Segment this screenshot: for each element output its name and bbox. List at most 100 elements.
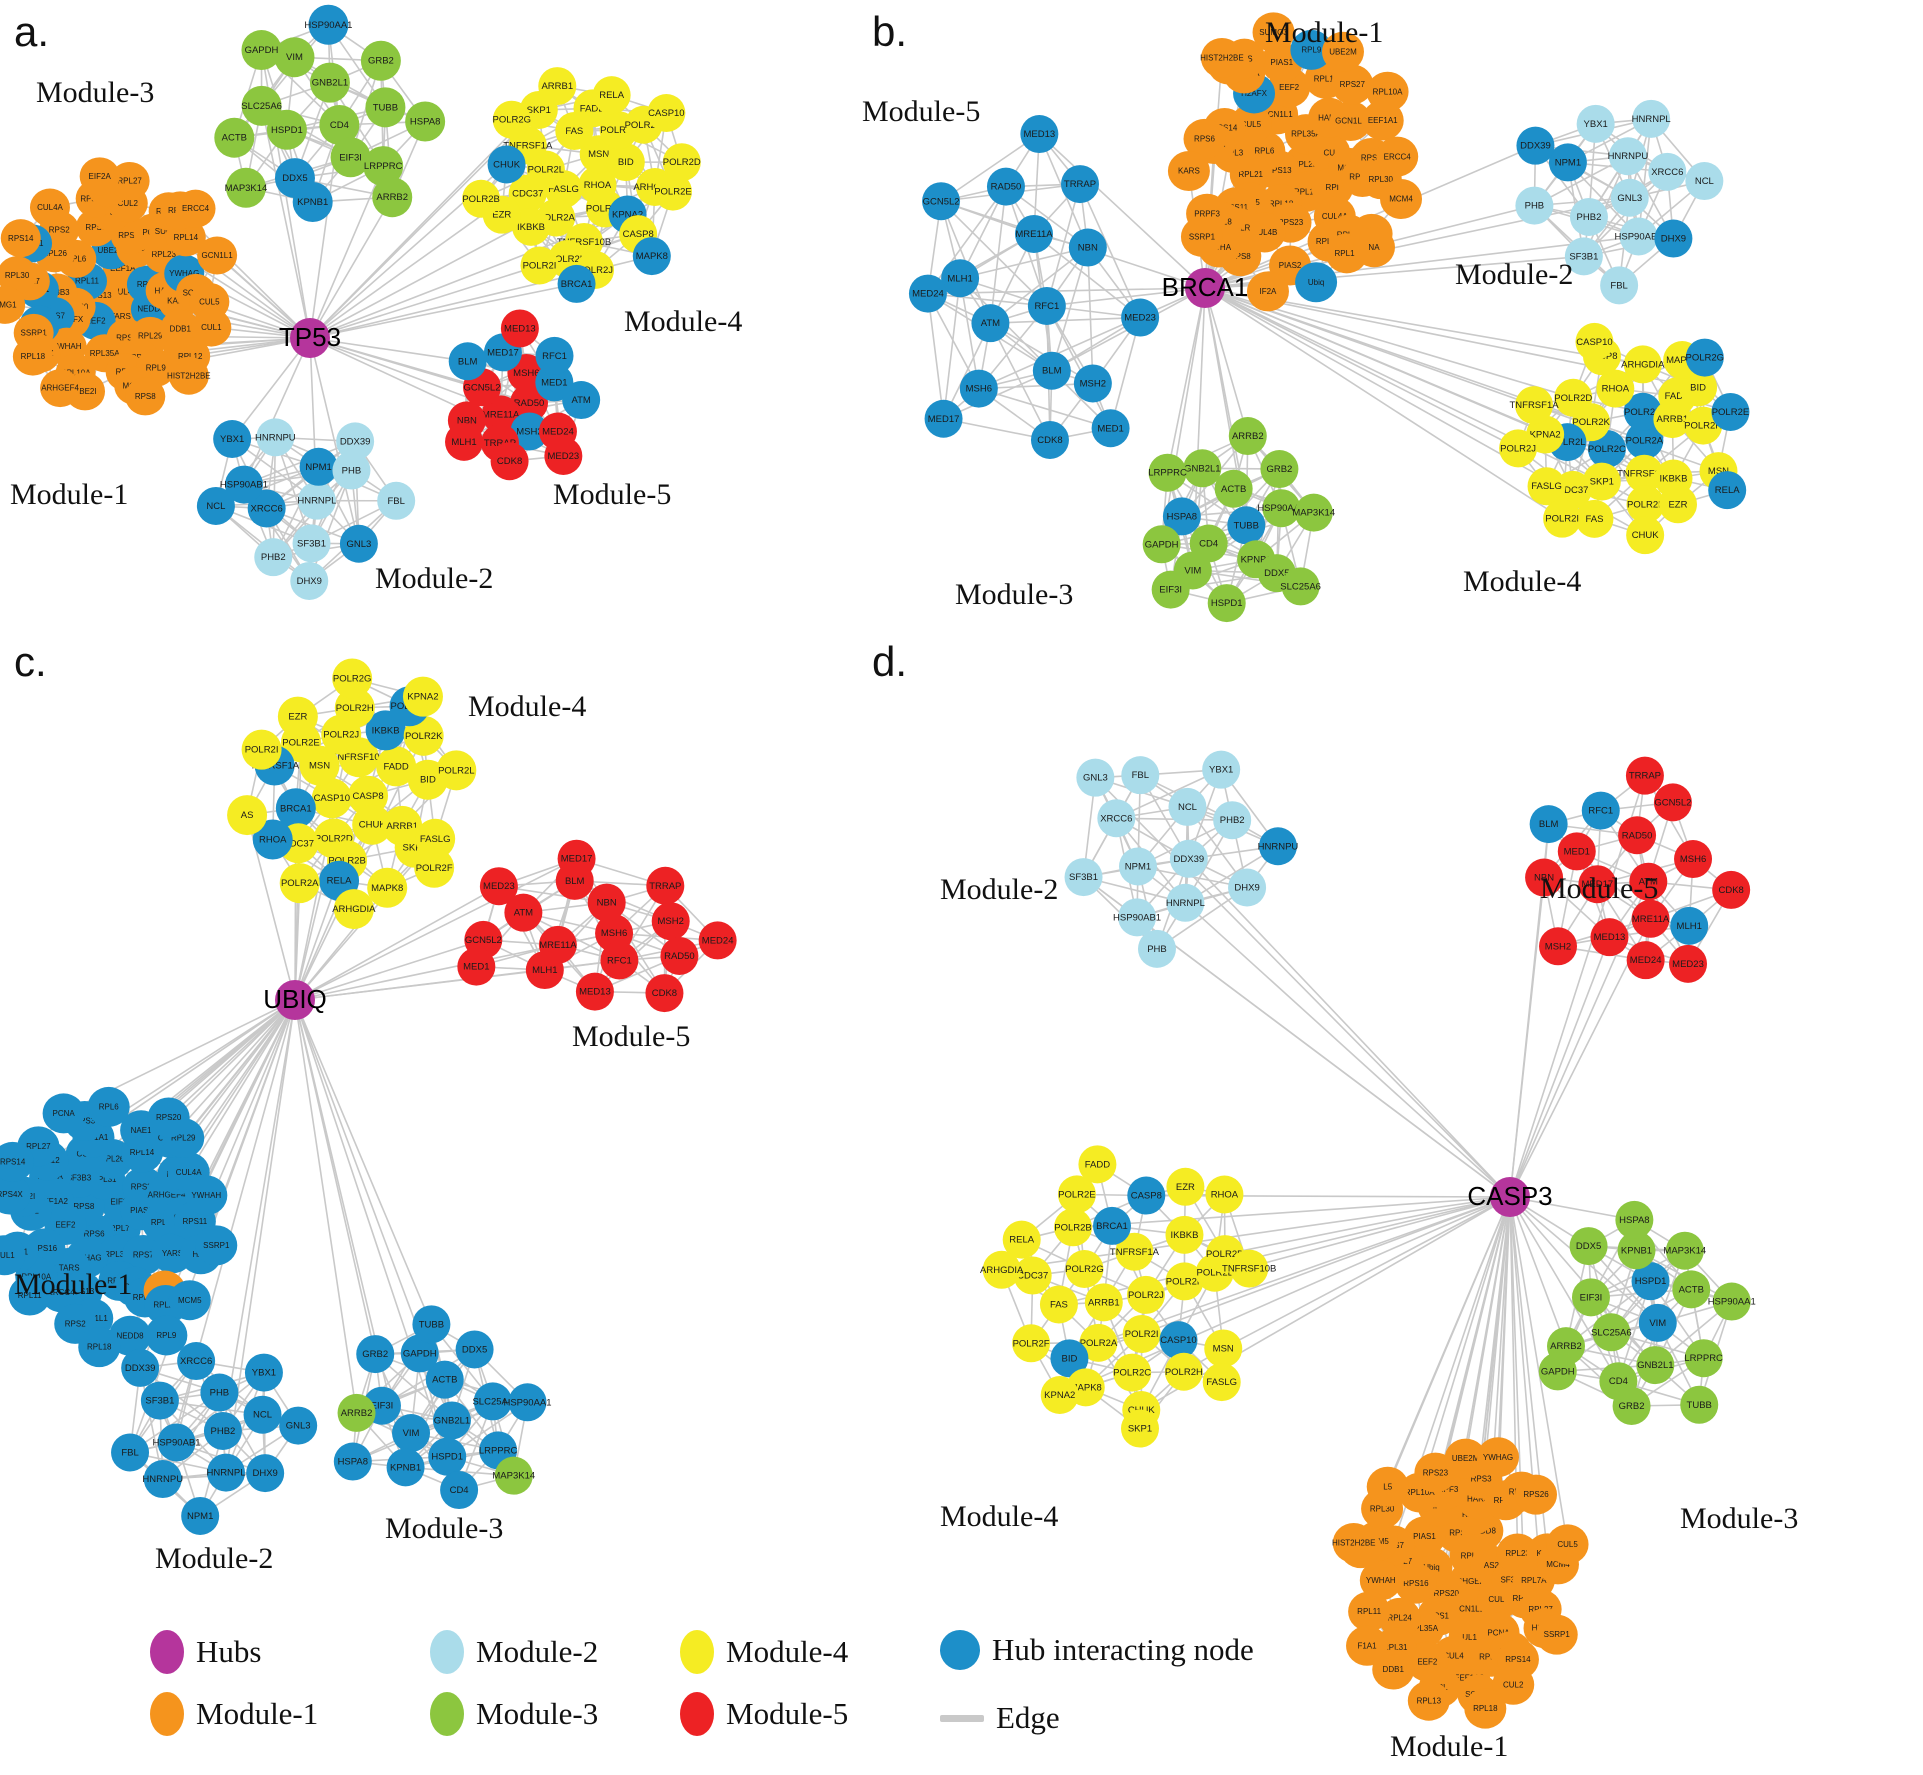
node-MSH2[interactable]: MSH2 xyxy=(651,902,690,941)
node-SF3B1[interactable]: SF3B1 xyxy=(292,524,331,563)
node-KARS[interactable]: KARS xyxy=(1167,151,1210,192)
node-F1A1[interactable]: F1A1 xyxy=(1346,1625,1389,1666)
node-POLR2B[interactable]: POLR2B xyxy=(462,179,501,218)
node-GAPDH[interactable]: GAPDH xyxy=(241,30,282,71)
node-ACTB[interactable]: ACTB xyxy=(1672,1270,1711,1309)
node-GNB2L1[interactable]: GNB2L1 xyxy=(1636,1346,1675,1385)
node-BRCA1[interactable]: BRCA1 xyxy=(557,264,596,303)
node-RPL13[interactable]: RPL13 xyxy=(1407,1680,1450,1721)
node-GNB2L1[interactable]: GNB2L1 xyxy=(432,1401,471,1440)
node-PHB[interactable]: PHB xyxy=(200,1373,239,1412)
node-NBN[interactable]: NBN xyxy=(1068,228,1107,267)
node-MLH1[interactable]: MLH1 xyxy=(445,422,484,461)
node-TUBB[interactable]: TUBB xyxy=(1680,1385,1719,1424)
node-CDK8[interactable]: CDK8 xyxy=(645,974,684,1013)
node-RPL10A[interactable]: RPL10A xyxy=(1366,71,1409,112)
node-RELA[interactable]: RELA xyxy=(1708,471,1747,510)
node-ATM[interactable]: ATM xyxy=(562,381,601,420)
node-POLR2G[interactable]: POLR2G xyxy=(1065,1249,1104,1288)
node-ERCC4[interactable]: ERCC4 xyxy=(1376,136,1419,177)
node-EIF2A[interactable]: EIF2A xyxy=(79,157,120,196)
node-DDX5[interactable]: DDX5 xyxy=(455,1330,494,1369)
node-FBL[interactable]: FBL xyxy=(1600,266,1639,305)
node-NPM1[interactable]: NPM1 xyxy=(181,1496,220,1535)
node-GNL3[interactable]: GNL3 xyxy=(339,524,378,563)
node-MED1[interactable]: MED1 xyxy=(1091,409,1130,448)
node-HSPD1[interactable]: HSPD1 xyxy=(1207,584,1246,623)
node-L5[interactable]: L5 xyxy=(1366,1466,1409,1507)
node-HSPA8[interactable]: HSPA8 xyxy=(405,101,446,142)
node-PHB2[interactable]: PHB2 xyxy=(254,538,293,577)
node-NCL[interactable]: NCL xyxy=(243,1395,282,1434)
node-MED23[interactable]: MED23 xyxy=(1121,298,1160,337)
node-YBX1[interactable]: YBX1 xyxy=(1576,104,1615,143)
node-POLR2I[interactable]: POLR2I xyxy=(1543,499,1582,538)
node-GRB2[interactable]: GRB2 xyxy=(360,40,401,81)
node-GNL3[interactable]: GNL3 xyxy=(1610,178,1649,217)
node-GRB2[interactable]: GRB2 xyxy=(356,1335,395,1374)
node-HNRNPU[interactable]: HNRNPU xyxy=(255,418,296,457)
node-TRRAP[interactable]: TRRAP xyxy=(646,866,685,905)
node-NPM1[interactable]: NPM1 xyxy=(1118,847,1157,886)
node-RPL18[interactable]: RPL18 xyxy=(78,1327,121,1368)
node-NCL[interactable]: NCL xyxy=(1168,787,1207,826)
node-MCM5[interactable]: MCM5 xyxy=(168,1280,211,1321)
node-MRE11A[interactable]: MRE11A xyxy=(1014,214,1053,253)
node-POLR2F[interactable]: POLR2F xyxy=(414,847,455,888)
node-POLR2C[interactable]: POLR2C xyxy=(1113,1353,1151,1392)
node-SKP1[interactable]: SKP1 xyxy=(1120,1409,1159,1448)
node-PHB[interactable]: PHB xyxy=(1137,929,1176,968)
node-AS[interactable]: AS xyxy=(227,795,268,836)
node-CUL4A[interactable]: CUL4A xyxy=(29,188,70,227)
node-POLR2G[interactable]: POLR2G xyxy=(1686,338,1725,377)
node-CASP10[interactable]: CASP10 xyxy=(1575,322,1614,361)
node-MLH1[interactable]: MLH1 xyxy=(525,951,564,990)
node-FAS[interactable]: FAS xyxy=(1039,1285,1078,1324)
node-MED17[interactable]: MED17 xyxy=(924,399,963,438)
node-DDX39[interactable]: DDX39 xyxy=(1169,839,1208,878)
node-CUL5[interactable]: CUL5 xyxy=(1546,1524,1589,1565)
node-TUBB[interactable]: TUBB xyxy=(1227,506,1266,545)
node-RFC1[interactable]: RFC1 xyxy=(1027,287,1066,326)
node-YBX1[interactable]: YBX1 xyxy=(213,420,252,459)
node-MED23[interactable]: MED23 xyxy=(479,867,518,906)
node-POLR2H[interactable]: POLR2H xyxy=(1165,1352,1203,1391)
node-RPS14[interactable]: RPS14 xyxy=(0,219,41,258)
node-MAP3K14[interactable]: MAP3K14 xyxy=(225,167,268,208)
node-PHB2[interactable]: PHB2 xyxy=(203,1411,242,1450)
node-CD4[interactable]: CD4 xyxy=(440,1471,479,1510)
node-EZR[interactable]: EZR xyxy=(1658,485,1697,524)
node-SSRP1[interactable]: SSRP1 xyxy=(195,1225,238,1266)
node-VIM[interactable]: VIM xyxy=(392,1414,431,1453)
node-YWHAH[interactable]: YWHAH xyxy=(185,1175,228,1216)
node-RPL18[interactable]: RPL18 xyxy=(12,337,53,376)
node-ARRB1[interactable]: ARRB1 xyxy=(1084,1283,1123,1322)
node-FASLG[interactable]: FASLG xyxy=(1527,467,1566,506)
node-FADD[interactable]: FADD xyxy=(1078,1145,1117,1184)
node-PHB2[interactable]: PHB2 xyxy=(1569,197,1608,236)
node-POLR2G[interactable]: POLR2G xyxy=(492,100,531,139)
node-MLH1[interactable]: MLH1 xyxy=(1670,906,1709,945)
node-POLR2D[interactable]: POLR2D xyxy=(1554,378,1592,417)
node-GNL3[interactable]: GNL3 xyxy=(279,1406,318,1445)
node-KPNA2[interactable]: KPNA2 xyxy=(402,676,443,717)
node-RELA[interactable]: RELA xyxy=(592,76,631,115)
node-ARRB2[interactable]: ARRB2 xyxy=(372,177,413,218)
node-MED13[interactable]: MED13 xyxy=(1590,918,1629,957)
node-NA[interactable]: NA xyxy=(1352,227,1395,268)
node-DHX9[interactable]: DHX9 xyxy=(246,1454,285,1493)
node-RPS8[interactable]: RPS8 xyxy=(125,377,166,416)
node-ERCC4[interactable]: ERCC4 xyxy=(175,189,216,228)
node-NCL[interactable]: NCL xyxy=(1685,162,1724,201)
node-MED24[interactable]: MED24 xyxy=(698,921,737,960)
node-MED13[interactable]: MED13 xyxy=(1020,115,1059,154)
node-RPS26[interactable]: RPS26 xyxy=(1515,1474,1558,1515)
node-TUBB[interactable]: TUBB xyxy=(412,1305,451,1344)
node-CASP8[interactable]: CASP8 xyxy=(1127,1176,1166,1215)
node-TUBB[interactable]: TUBB xyxy=(365,87,406,128)
node-ARRB2[interactable]: ARRB2 xyxy=(1228,417,1267,456)
node-POLR2F[interactable]: POLR2F xyxy=(1012,1324,1051,1363)
node-MAP3K14[interactable]: MAP3K14 xyxy=(1292,493,1335,532)
node-MED23[interactable]: MED23 xyxy=(544,436,583,475)
node-DHX9[interactable]: DHX9 xyxy=(290,561,329,600)
